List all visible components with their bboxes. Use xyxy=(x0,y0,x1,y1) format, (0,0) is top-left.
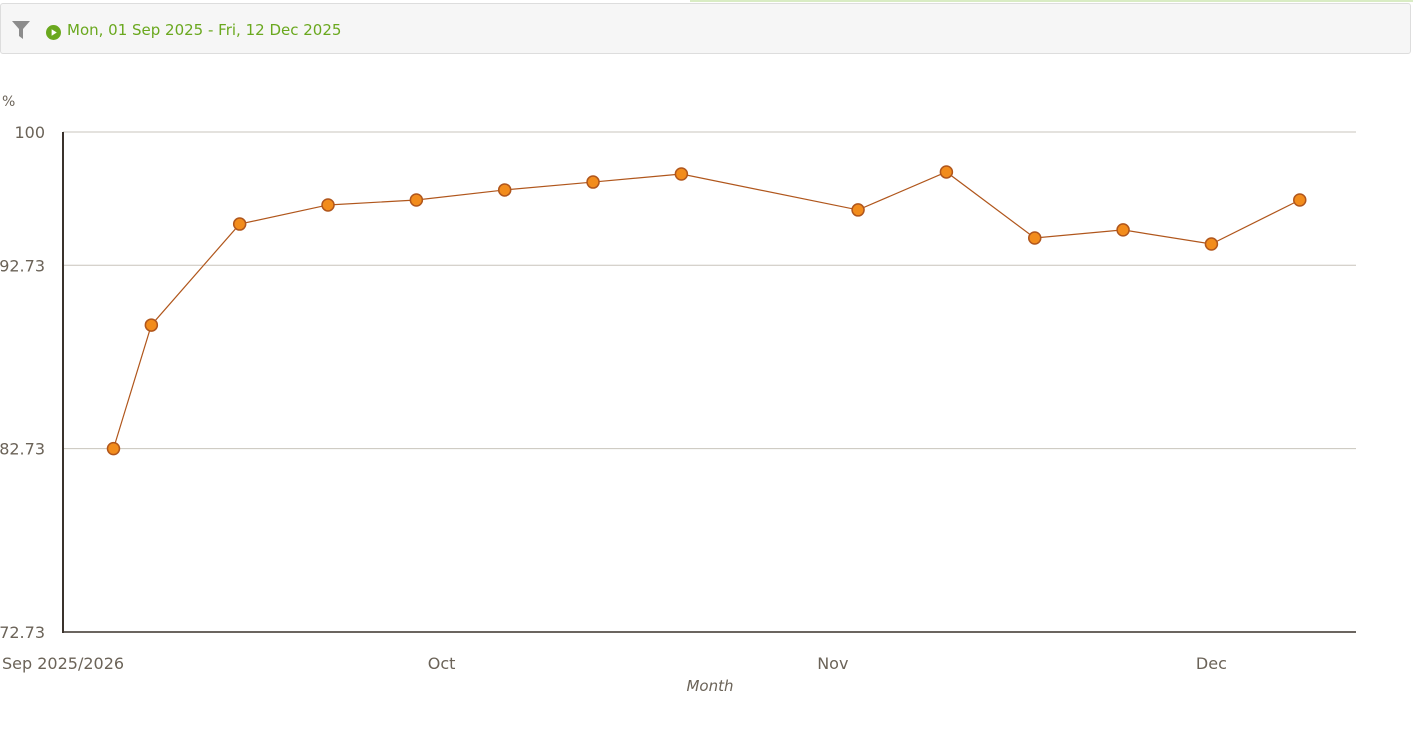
data-point xyxy=(1027,231,1042,245)
data-point xyxy=(497,183,512,197)
date-range[interactable]: Mon, 01 Sep 2025 - Fri, 12 Dec 2025 xyxy=(67,21,342,39)
data-point xyxy=(674,167,689,181)
y-tick-label: 100 xyxy=(14,123,45,142)
data-point xyxy=(409,193,424,207)
data-point xyxy=(321,198,335,212)
data-point xyxy=(851,203,865,217)
series-line xyxy=(112,171,1301,449)
data-point xyxy=(232,217,247,231)
y-axis-label: % xyxy=(2,94,15,110)
data-point xyxy=(106,441,121,456)
data-point xyxy=(1293,193,1307,207)
y-tick-label: 72.73 xyxy=(0,623,45,642)
x-tick-label: Nov xyxy=(817,654,848,673)
filter-bar: Mon, 01 Sep 2025 - Fri, 12 Dec 2025 xyxy=(0,3,1411,54)
data-point xyxy=(939,165,954,179)
data-point xyxy=(144,318,159,332)
x-axis-label: Month xyxy=(686,677,733,695)
play-circle-icon[interactable] xyxy=(46,25,61,40)
y-tick-label: 82.73 xyxy=(0,440,45,459)
x-tick-label: Dec xyxy=(1196,654,1227,673)
x-tick-label: Sep 2025/2026 xyxy=(2,654,124,673)
y-tick-label: 92.73 xyxy=(0,256,45,275)
data-point xyxy=(1116,223,1130,237)
x-tick-label: Oct xyxy=(428,654,456,673)
loading-bar xyxy=(690,0,1413,2)
filter-icon[interactable] xyxy=(12,21,30,39)
data-point xyxy=(586,175,600,189)
data-point xyxy=(1204,237,1219,251)
